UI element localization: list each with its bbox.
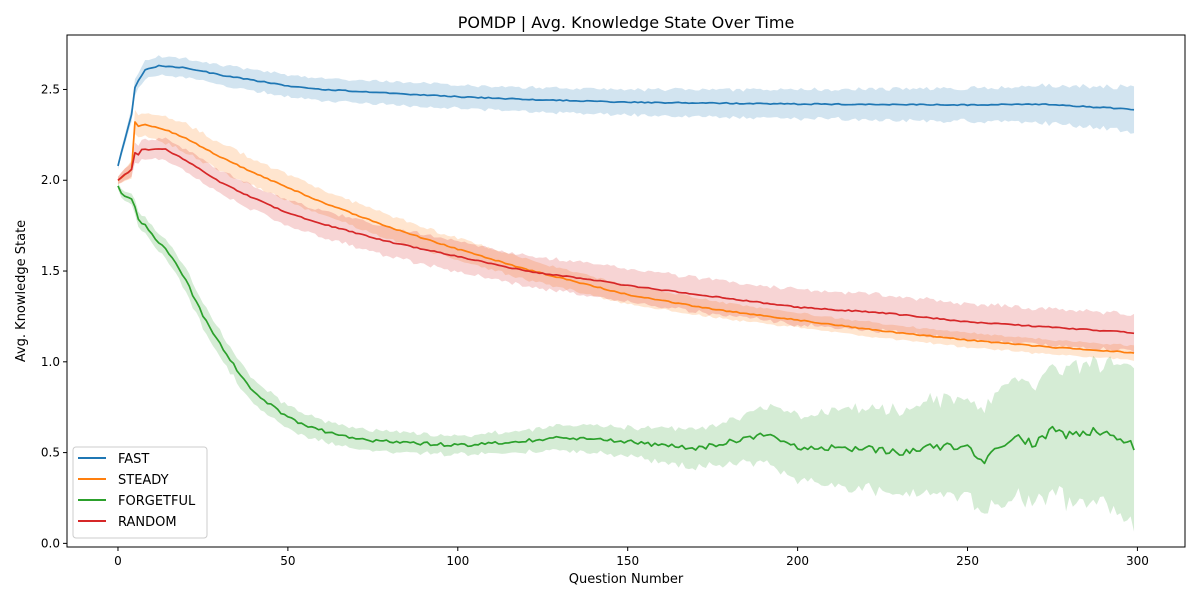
band-forgetful	[117, 182, 1135, 532]
x-tick-label: 300	[1126, 554, 1149, 568]
x-tick-label: 200	[786, 554, 809, 568]
y-tick-label: 1.0	[41, 355, 60, 369]
x-tick-label: 0	[114, 554, 122, 568]
y-axis-label: Avg. Knowledge State	[14, 220, 29, 362]
y-tick-label: 0.5	[41, 446, 60, 460]
legend: FAST STEADY FORGETFUL RANDOM	[72, 446, 208, 539]
series-line-steady	[117, 121, 1135, 354]
x-tick-label: 250	[956, 554, 979, 568]
legend-label-random: RANDOM	[118, 515, 177, 530]
legend-label-forgetful: FORGETFUL	[118, 494, 196, 509]
y-tick-label: 2.5	[41, 82, 60, 96]
x-tick-label: 50	[280, 554, 295, 568]
chart-title: POMDP | Avg. Knowledge State Over Time	[458, 13, 795, 32]
band-random	[117, 137, 1135, 353]
series-line-forgetful	[117, 185, 1135, 465]
x-tick-label: 150	[616, 554, 639, 568]
y-tick-label: 2.0	[41, 173, 60, 187]
band-fast	[117, 55, 1135, 170]
legend-label-fast: FAST	[118, 452, 149, 467]
series-lines	[117, 64, 1135, 465]
axes-frame	[66, 34, 1186, 548]
x-axis-ticks: 0 50 100 150 200 250 300	[114, 547, 1149, 568]
y-tick-label: 1.5	[41, 264, 60, 278]
series-line-random	[117, 148, 1135, 335]
legend-label-steady: STEADY	[118, 473, 169, 488]
series-line-fast	[117, 64, 1135, 167]
plot-area	[117, 55, 1135, 532]
confidence-bands	[117, 55, 1135, 532]
x-tick-label: 100	[446, 554, 469, 568]
x-axis-label: Question Number	[569, 572, 684, 587]
y-axis-ticks: 0.0 0.5 1.0 1.5 2.0 2.5	[41, 82, 67, 550]
y-tick-label: 0.0	[41, 536, 60, 550]
legend-box	[72, 446, 208, 539]
